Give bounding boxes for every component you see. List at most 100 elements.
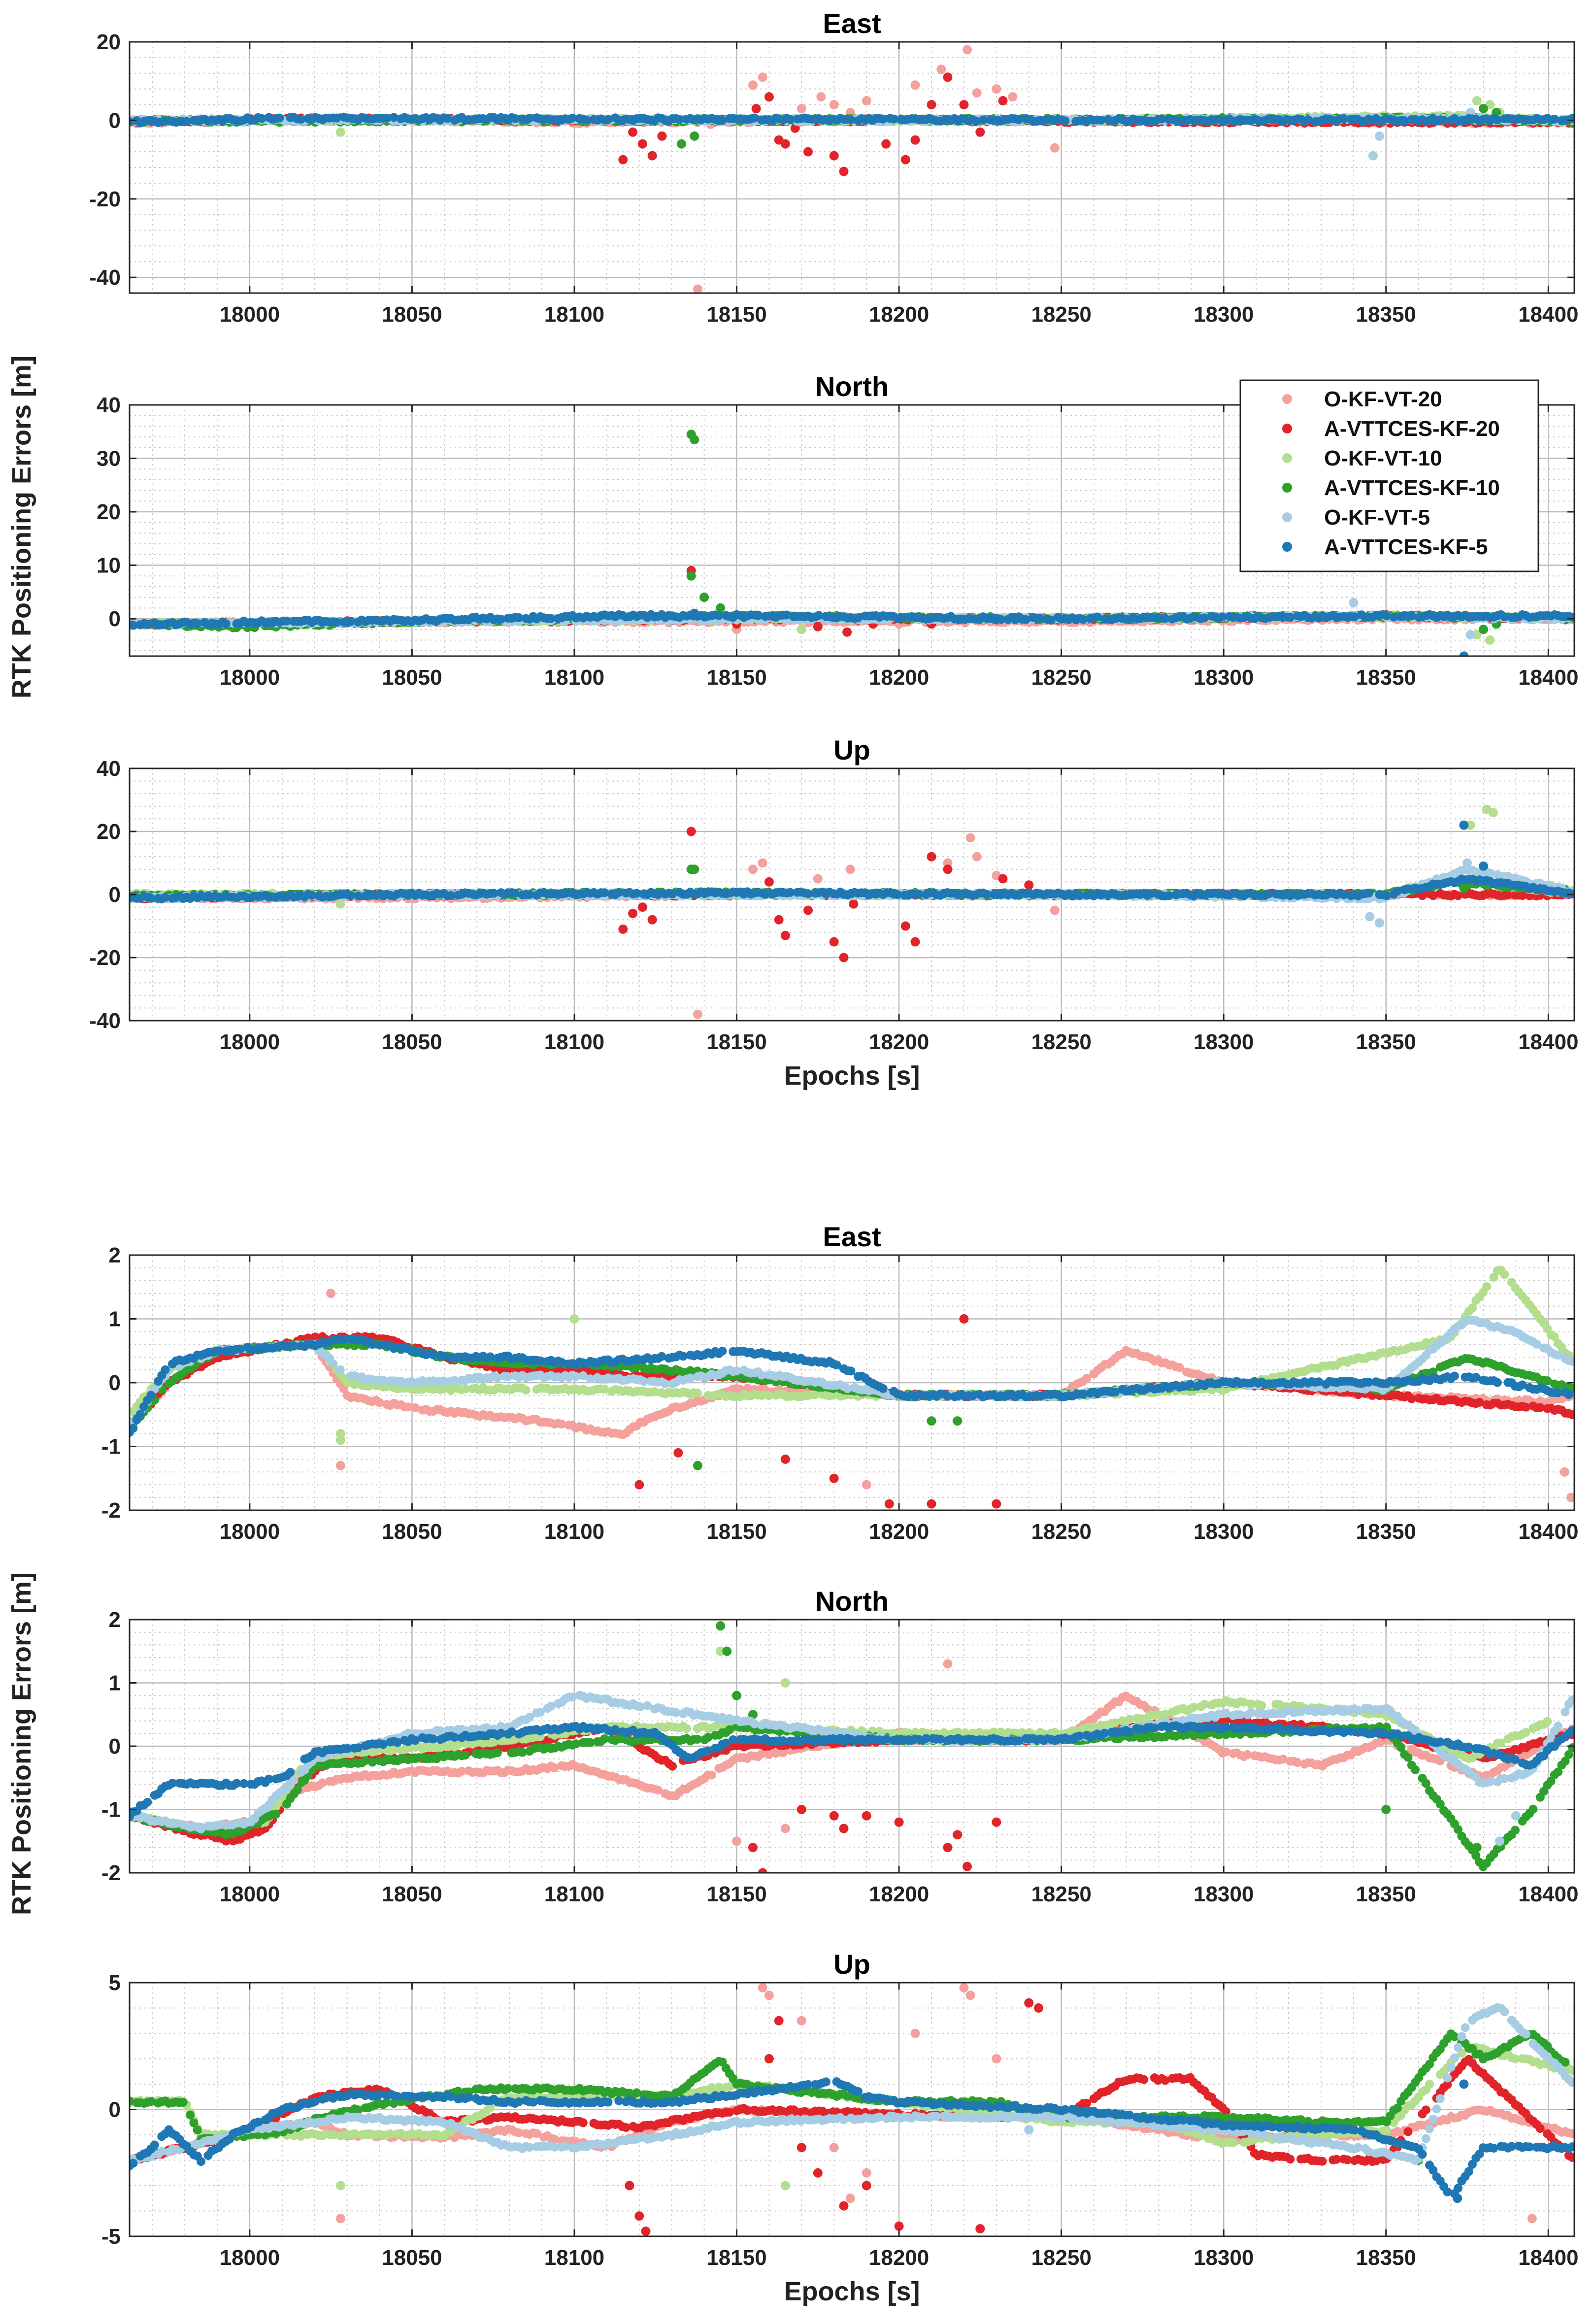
outlier-point bbox=[816, 92, 826, 102]
x-tick-label: 18350 bbox=[1356, 302, 1416, 327]
outlier-point bbox=[959, 100, 969, 109]
y-tick-label: 40 bbox=[97, 393, 121, 417]
ylabel-top-group: RTK Positioning Errors [m] bbox=[7, 356, 36, 698]
y-tick-label: -40 bbox=[89, 266, 121, 290]
outlier-point bbox=[677, 139, 686, 149]
x-tick-label: 18050 bbox=[382, 302, 442, 327]
point bbox=[1161, 614, 1170, 623]
x-tick-label: 18400 bbox=[1518, 302, 1578, 327]
point bbox=[846, 115, 856, 124]
point bbox=[1014, 115, 1024, 124]
point bbox=[814, 611, 824, 620]
point bbox=[582, 115, 591, 125]
outlier-point bbox=[780, 139, 790, 149]
point bbox=[1550, 114, 1559, 124]
point bbox=[1200, 613, 1209, 623]
point bbox=[389, 113, 399, 122]
y-tick-label: -20 bbox=[89, 187, 121, 211]
outlier-point bbox=[699, 593, 709, 602]
point bbox=[675, 115, 684, 124]
outlier-point bbox=[881, 139, 891, 149]
point bbox=[221, 619, 231, 629]
point bbox=[1382, 611, 1391, 621]
x-tick-label: 18100 bbox=[544, 302, 604, 327]
point bbox=[978, 115, 988, 125]
outlier-point bbox=[842, 627, 852, 637]
outlier-point bbox=[790, 123, 800, 133]
point bbox=[511, 114, 520, 123]
x-tick-label: 18250 bbox=[1031, 302, 1091, 327]
point bbox=[497, 615, 505, 624]
point bbox=[1021, 615, 1030, 624]
point bbox=[878, 114, 888, 124]
x-tick-label: 18000 bbox=[220, 665, 280, 690]
point bbox=[1389, 612, 1398, 622]
point bbox=[1078, 615, 1088, 624]
y-tick-label: 20 bbox=[97, 500, 121, 524]
point bbox=[971, 116, 981, 126]
outlier-point bbox=[829, 151, 839, 161]
point bbox=[130, 621, 138, 630]
series-A-VTTCES-KF-5 bbox=[130, 608, 1574, 656]
outlier-point bbox=[637, 139, 647, 149]
point bbox=[1093, 612, 1102, 622]
point bbox=[714, 611, 724, 620]
x-tick-label: 18200 bbox=[869, 665, 929, 690]
outlier-point bbox=[628, 127, 638, 137]
point bbox=[603, 115, 613, 124]
y-tick-label: 0 bbox=[109, 607, 121, 631]
outlier-point bbox=[657, 131, 667, 141]
point bbox=[257, 114, 266, 123]
outlier-point bbox=[1465, 630, 1475, 640]
outlier-point bbox=[910, 135, 920, 145]
point bbox=[382, 114, 391, 123]
outlier-point bbox=[748, 80, 758, 90]
x-tick-label: 18200 bbox=[869, 302, 929, 327]
outlier-point bbox=[803, 147, 813, 157]
point bbox=[525, 113, 534, 123]
point bbox=[1097, 115, 1105, 125]
outlier-point bbox=[1479, 625, 1488, 634]
outlier-point bbox=[690, 435, 699, 444]
panels: 18000 18050 18100 18150 18200 18250 18300 18350… bbox=[89, 8, 1578, 2306]
x-tick-label: 18350 bbox=[1356, 665, 1416, 690]
y-tick-label: 30 bbox=[97, 447, 121, 471]
outlier-point bbox=[813, 622, 823, 631]
point bbox=[1218, 612, 1227, 622]
x-tick-label: 18150 bbox=[706, 302, 766, 327]
point bbox=[546, 614, 556, 623]
outlier-point bbox=[690, 131, 699, 141]
outlier-point bbox=[927, 100, 936, 109]
outlier-point bbox=[686, 571, 696, 581]
outlier-point bbox=[829, 100, 839, 109]
outlier-point bbox=[797, 104, 806, 113]
point bbox=[1286, 613, 1295, 622]
outlier-point bbox=[1375, 131, 1384, 141]
point bbox=[1061, 116, 1070, 126]
point bbox=[514, 613, 524, 622]
x-tick-label: 18000 bbox=[220, 302, 280, 327]
point bbox=[854, 613, 863, 623]
x-tick-label: 18250 bbox=[1031, 665, 1091, 690]
outlier-point bbox=[975, 127, 985, 137]
outlier-point bbox=[1479, 104, 1488, 113]
outlier-point bbox=[1368, 151, 1378, 161]
point bbox=[1339, 114, 1348, 123]
ylabel-bottom-group: RTK Positioning Errors [m] bbox=[7, 1572, 36, 1915]
panel-up-2: 18000 18050 18100 18150 18200 18250 18300 18350… bbox=[89, 734, 1578, 1091]
point bbox=[193, 619, 202, 628]
outlier-point bbox=[693, 284, 702, 293]
point bbox=[1303, 115, 1313, 124]
outlier-point bbox=[647, 151, 657, 161]
outlier-point bbox=[1472, 96, 1482, 105]
x-tick-label: 18400 bbox=[1518, 665, 1578, 690]
point bbox=[718, 116, 727, 125]
point bbox=[297, 115, 305, 124]
data-layer bbox=[130, 804, 1574, 1019]
outlier-point bbox=[751, 104, 761, 113]
point bbox=[1439, 115, 1448, 125]
outlier-point bbox=[943, 72, 953, 82]
point bbox=[182, 117, 191, 126]
